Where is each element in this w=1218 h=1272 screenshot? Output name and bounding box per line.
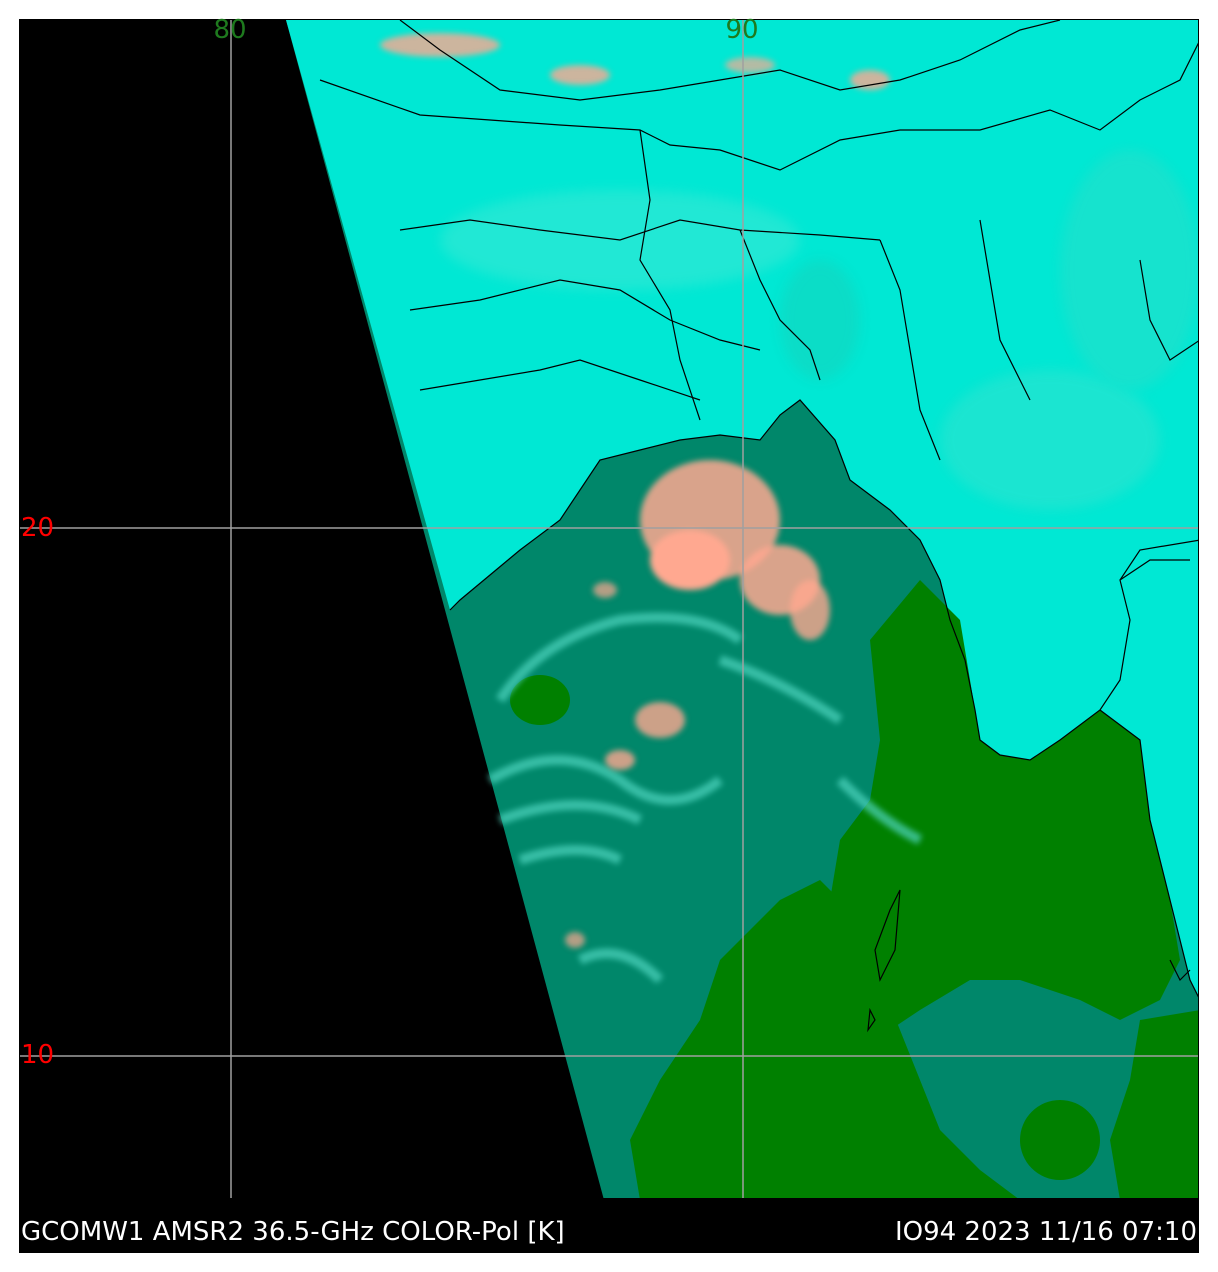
rain-bands [487, 612, 923, 984]
coastlines [319, 20, 1198, 1033]
graticule [20, 20, 1198, 1198]
product-caption: GCOMW1 AMSR2 36.5-GHz COLOR-Pol [K] [21, 1217, 565, 1247]
caption-bar: GCOMW1 AMSR2 36.5-GHz COLOR-Pol [K] IO94… [19, 1199, 1199, 1253]
convection-areas [380, 33, 890, 948]
storm-time-caption: IO94 2023 11/16 07:10 [894, 1217, 1197, 1247]
longitude-label-80: 80 [213, 15, 247, 45]
map-frame [19, 19, 1199, 1199]
longitude-label-90: 90 [725, 15, 759, 45]
satellite-map [20, 20, 1198, 1198]
latitude-label-20: 20 [21, 513, 55, 543]
land-texture [440, 150, 1198, 510]
precipitation-areas [510, 580, 1198, 1198]
latitude-label-10: 10 [21, 1040, 55, 1070]
